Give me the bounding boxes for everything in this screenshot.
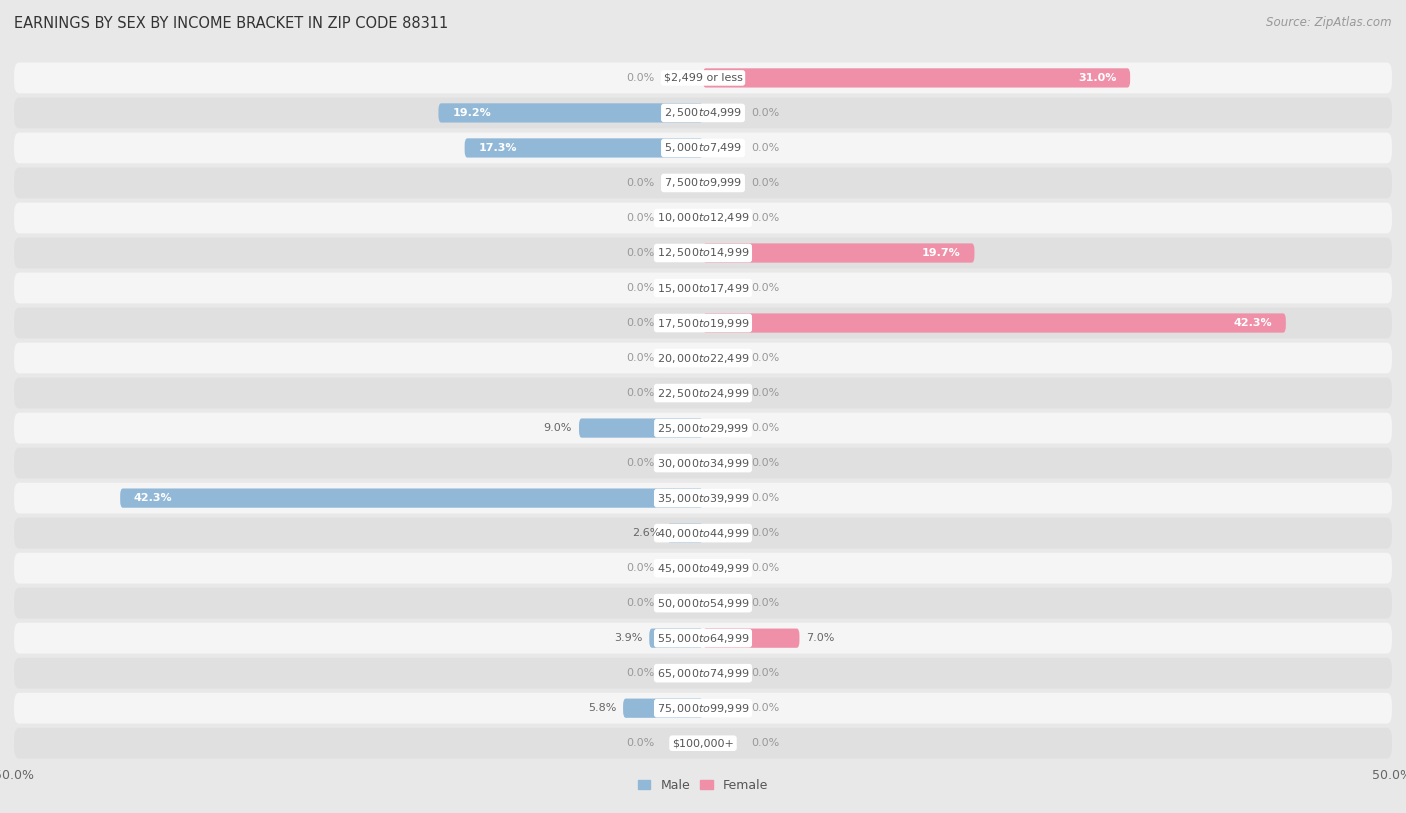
Text: 0.0%: 0.0% xyxy=(627,318,655,328)
FancyBboxPatch shape xyxy=(439,103,703,123)
Text: 0.0%: 0.0% xyxy=(751,493,779,503)
Text: $50,000 to $54,999: $50,000 to $54,999 xyxy=(657,597,749,610)
FancyBboxPatch shape xyxy=(703,68,1130,88)
Text: 0.0%: 0.0% xyxy=(627,178,655,188)
Text: 0.0%: 0.0% xyxy=(751,353,779,363)
FancyBboxPatch shape xyxy=(14,98,1392,128)
Text: 0.0%: 0.0% xyxy=(751,423,779,433)
FancyBboxPatch shape xyxy=(14,237,1392,268)
FancyBboxPatch shape xyxy=(623,698,703,718)
Text: 31.0%: 31.0% xyxy=(1078,73,1116,83)
FancyBboxPatch shape xyxy=(120,489,703,508)
Text: EARNINGS BY SEX BY INCOME BRACKET IN ZIP CODE 88311: EARNINGS BY SEX BY INCOME BRACKET IN ZIP… xyxy=(14,16,449,31)
Text: 42.3%: 42.3% xyxy=(134,493,173,503)
Text: 0.0%: 0.0% xyxy=(627,738,655,748)
FancyBboxPatch shape xyxy=(14,307,1392,338)
Text: 7.0%: 7.0% xyxy=(807,633,835,643)
Text: $22,500 to $24,999: $22,500 to $24,999 xyxy=(657,386,749,399)
Text: $75,000 to $99,999: $75,000 to $99,999 xyxy=(657,702,749,715)
FancyBboxPatch shape xyxy=(14,167,1392,198)
Text: 0.0%: 0.0% xyxy=(627,458,655,468)
FancyBboxPatch shape xyxy=(14,658,1392,689)
Text: $100,000+: $100,000+ xyxy=(672,738,734,748)
Text: $25,000 to $29,999: $25,000 to $29,999 xyxy=(657,422,749,435)
Text: 0.0%: 0.0% xyxy=(627,213,655,223)
FancyBboxPatch shape xyxy=(668,524,703,543)
Text: 0.0%: 0.0% xyxy=(751,738,779,748)
FancyBboxPatch shape xyxy=(650,628,703,648)
Text: 0.0%: 0.0% xyxy=(627,598,655,608)
Text: 0.0%: 0.0% xyxy=(751,213,779,223)
Text: $17,500 to $19,999: $17,500 to $19,999 xyxy=(657,316,749,329)
Text: 2.6%: 2.6% xyxy=(631,528,661,538)
FancyBboxPatch shape xyxy=(703,243,974,263)
Text: 0.0%: 0.0% xyxy=(627,668,655,678)
Text: 0.0%: 0.0% xyxy=(751,283,779,293)
FancyBboxPatch shape xyxy=(464,138,703,158)
Text: 0.0%: 0.0% xyxy=(751,598,779,608)
Text: 19.7%: 19.7% xyxy=(922,248,960,258)
FancyBboxPatch shape xyxy=(14,483,1392,514)
FancyBboxPatch shape xyxy=(703,628,800,648)
FancyBboxPatch shape xyxy=(14,272,1392,303)
Text: $7,500 to $9,999: $7,500 to $9,999 xyxy=(664,176,742,189)
Text: 17.3%: 17.3% xyxy=(478,143,517,153)
FancyBboxPatch shape xyxy=(14,133,1392,163)
Text: 0.0%: 0.0% xyxy=(751,108,779,118)
Text: $12,500 to $14,999: $12,500 to $14,999 xyxy=(657,246,749,259)
FancyBboxPatch shape xyxy=(14,63,1392,93)
FancyBboxPatch shape xyxy=(14,202,1392,233)
Text: 0.0%: 0.0% xyxy=(751,563,779,573)
FancyBboxPatch shape xyxy=(14,728,1392,759)
Text: 0.0%: 0.0% xyxy=(751,458,779,468)
FancyBboxPatch shape xyxy=(14,448,1392,479)
Text: 0.0%: 0.0% xyxy=(627,563,655,573)
Text: 19.2%: 19.2% xyxy=(453,108,491,118)
Text: $65,000 to $74,999: $65,000 to $74,999 xyxy=(657,667,749,680)
Text: $15,000 to $17,499: $15,000 to $17,499 xyxy=(657,281,749,294)
Text: 5.8%: 5.8% xyxy=(588,703,616,713)
Text: 0.0%: 0.0% xyxy=(751,143,779,153)
Text: Source: ZipAtlas.com: Source: ZipAtlas.com xyxy=(1267,16,1392,29)
Text: $40,000 to $44,999: $40,000 to $44,999 xyxy=(657,527,749,540)
Text: 0.0%: 0.0% xyxy=(751,388,779,398)
Text: $2,500 to $4,999: $2,500 to $4,999 xyxy=(664,107,742,120)
Text: $35,000 to $39,999: $35,000 to $39,999 xyxy=(657,492,749,505)
FancyBboxPatch shape xyxy=(14,413,1392,443)
Text: 0.0%: 0.0% xyxy=(627,73,655,83)
FancyBboxPatch shape xyxy=(14,623,1392,654)
Text: $30,000 to $34,999: $30,000 to $34,999 xyxy=(657,457,749,470)
FancyBboxPatch shape xyxy=(14,378,1392,408)
FancyBboxPatch shape xyxy=(14,553,1392,584)
Text: 0.0%: 0.0% xyxy=(627,353,655,363)
FancyBboxPatch shape xyxy=(14,518,1392,549)
Text: 3.9%: 3.9% xyxy=(614,633,643,643)
Text: $45,000 to $49,999: $45,000 to $49,999 xyxy=(657,562,749,575)
Text: $2,499 or less: $2,499 or less xyxy=(664,73,742,83)
Text: $5,000 to $7,499: $5,000 to $7,499 xyxy=(664,141,742,154)
FancyBboxPatch shape xyxy=(14,342,1392,373)
Text: 0.0%: 0.0% xyxy=(751,528,779,538)
FancyBboxPatch shape xyxy=(14,588,1392,619)
Text: 0.0%: 0.0% xyxy=(751,703,779,713)
Text: $55,000 to $64,999: $55,000 to $64,999 xyxy=(657,632,749,645)
FancyBboxPatch shape xyxy=(703,313,1286,333)
FancyBboxPatch shape xyxy=(579,419,703,437)
Text: 0.0%: 0.0% xyxy=(627,248,655,258)
Text: 42.3%: 42.3% xyxy=(1233,318,1272,328)
Text: 0.0%: 0.0% xyxy=(627,388,655,398)
Text: $10,000 to $12,499: $10,000 to $12,499 xyxy=(657,211,749,224)
FancyBboxPatch shape xyxy=(14,693,1392,724)
Text: 0.0%: 0.0% xyxy=(751,178,779,188)
Legend: Male, Female: Male, Female xyxy=(633,774,773,797)
Text: 9.0%: 9.0% xyxy=(544,423,572,433)
Text: 0.0%: 0.0% xyxy=(751,668,779,678)
Text: $20,000 to $22,499: $20,000 to $22,499 xyxy=(657,351,749,364)
Text: 0.0%: 0.0% xyxy=(627,283,655,293)
